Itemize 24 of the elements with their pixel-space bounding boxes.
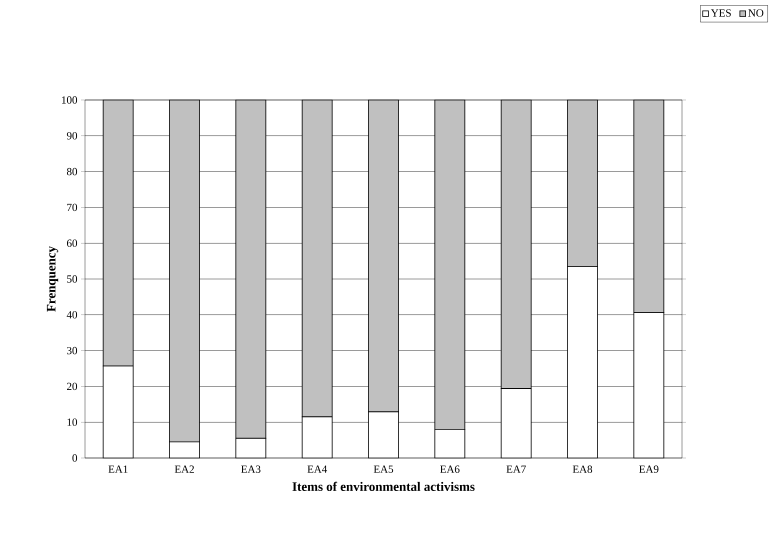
x-tick-label: EA9 [639,466,658,473]
y-tick-label: 80 [66,168,78,176]
x-tick-label: EA2 [174,466,194,473]
y-tick-label: 0 [72,454,78,462]
x-tick-label: EA6 [440,466,460,473]
y-tick-label: 90 [66,132,78,140]
y-tick-label: 60 [66,240,78,247]
x-tick-label: EA5 [374,466,394,473]
y-tick-label: 100 [62,96,78,104]
x-axis-title: Items of environmental activisms [292,482,475,491]
y-tick-label: 70 [67,204,78,212]
legend-label: YES [710,9,731,17]
x-tick-label: EA1 [108,466,128,473]
x-tick-label: EA4 [307,466,328,473]
x-tick-label: EA7 [506,466,526,473]
y-tick-label: 40 [66,311,78,318]
y-tick-label: 50 [67,275,78,283]
y-tick-label: 20 [67,382,78,390]
legend-label: NO [748,9,764,17]
y-tick-label: 30 [67,346,78,354]
y-axis-title: Frenquency [46,246,58,312]
x-tick-label: EA8 [572,466,592,473]
x-tick-label: EA3 [241,466,260,473]
y-tick-label: 10 [67,418,78,426]
